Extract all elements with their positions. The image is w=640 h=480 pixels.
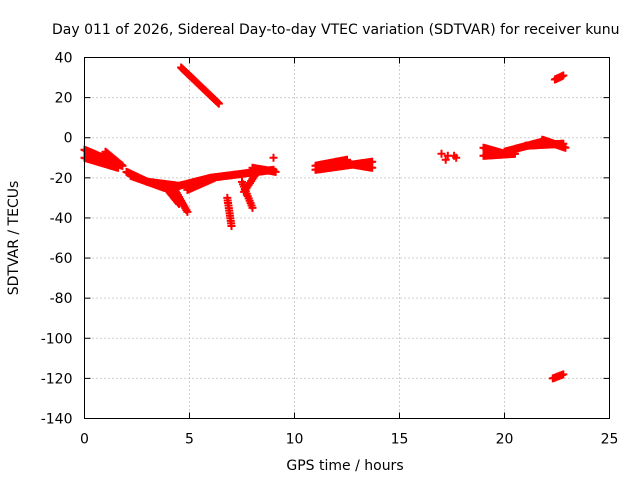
data-point <box>437 149 446 158</box>
segment-s16 <box>248 163 280 176</box>
x-tick-label: 0 <box>80 432 89 448</box>
segment-s26 <box>550 71 568 84</box>
y-tick-label: -20 <box>50 171 73 187</box>
y-tick-label: -80 <box>50 291 73 307</box>
y-tick-label: -40 <box>50 211 73 227</box>
data-point <box>443 151 452 160</box>
data-point <box>368 163 377 172</box>
data-series <box>80 63 570 383</box>
chart-title: Day 011 of 2026, Sidereal Day-to-day VTE… <box>52 22 620 38</box>
x-tick-label: 20 <box>496 432 514 448</box>
x-tick-label: 10 <box>286 432 304 448</box>
y-tick-labels: -140 -120 -100 -80 -60 -40 -20 0 20 40 <box>41 51 73 428</box>
segment-s20 <box>332 157 377 172</box>
data-point <box>118 161 127 170</box>
data-point <box>269 153 278 162</box>
x-tick-labels: 0 5 10 15 20 25 <box>80 432 618 448</box>
data-point <box>441 155 450 164</box>
data-point <box>227 221 236 230</box>
segment-s2 <box>80 153 123 172</box>
grid <box>84 57 610 419</box>
segment-s17 <box>177 63 223 108</box>
data-point <box>248 203 257 212</box>
x-tick-label: 15 <box>391 432 409 448</box>
data-point <box>183 207 192 216</box>
data-point <box>559 71 568 80</box>
data-point <box>559 370 568 379</box>
segment-s12 <box>223 193 236 230</box>
axis-ticks <box>84 57 610 419</box>
segment-s27 <box>548 370 568 383</box>
data-point <box>561 143 570 152</box>
y-tick-label: -120 <box>41 371 73 387</box>
segment-s11 <box>206 169 246 182</box>
data-point <box>271 167 280 176</box>
data-point <box>214 99 223 108</box>
x-axis-label: GPS time / hours <box>286 458 403 474</box>
y-axis-label: SDTVAR / TECUs <box>6 181 22 296</box>
segment-s8 <box>168 181 192 216</box>
plot-frame <box>84 57 610 419</box>
segment-s3 <box>101 147 127 170</box>
y-tick-label: -100 <box>41 331 73 347</box>
y-tick-label: 40 <box>55 51 73 67</box>
segment-s25 <box>538 135 570 152</box>
data-point <box>452 153 461 162</box>
y-tick-label: -140 <box>41 412 73 428</box>
x-tick-label: 5 <box>185 432 194 448</box>
y-tick-label: 20 <box>55 91 73 107</box>
y-tick-label: 0 <box>64 131 73 147</box>
x-tick-label: 25 <box>601 432 619 448</box>
y-tick-label: -60 <box>50 251 73 267</box>
